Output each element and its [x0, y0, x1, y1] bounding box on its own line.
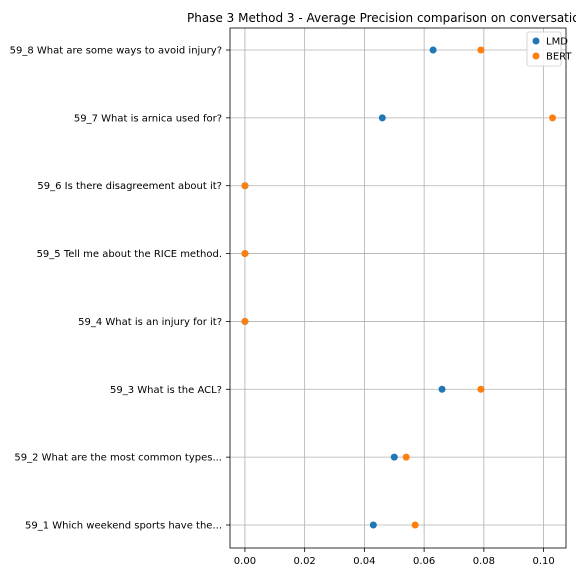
y-tick-label: 59_5 Tell me about the RICE method.: [37, 249, 222, 260]
x-tick-label: 0.02: [294, 556, 316, 567]
data-points: [241, 46, 557, 529]
point-bert-8: [477, 46, 485, 54]
point-bert-6: [241, 182, 249, 190]
point-lmd-2: [390, 453, 398, 461]
x-tick-label: 0.08: [473, 556, 495, 567]
point-bert-7: [549, 114, 557, 122]
legend-label-lmd: LMD: [546, 37, 568, 48]
point-bert-1: [411, 521, 419, 529]
y-tick-label: 59_3 What is the ACL?: [110, 385, 222, 396]
plot-frame: [229, 27, 567, 549]
legend-marker-bert: [532, 52, 540, 60]
x-axis-labels: 0.00 0.02 0.04 0.06 0.08 0.10: [234, 556, 555, 567]
point-bert-5: [241, 250, 249, 258]
point-bert-4: [241, 317, 249, 325]
legend-marker-lmd: [532, 37, 540, 45]
chart-title: Phase 3 Method 3 - Average Precision com…: [187, 11, 576, 25]
point-lmd-1: [369, 521, 377, 529]
y-tick-label: 59_7 What is arnica used for?: [74, 113, 222, 124]
legend-label-bert: BERT: [546, 52, 572, 63]
point-lmd-3: [438, 385, 446, 393]
point-bert-2: [402, 453, 410, 461]
y-tick-label: 59_6 Is there disagreement about it?: [37, 181, 222, 192]
y-tick-label: 59_8 What are some ways to avoid injury?: [10, 46, 222, 57]
grid: [226, 28, 566, 552]
y-axis-labels: 59_1 Which weekend sports have the... 59_…: [10, 46, 222, 532]
x-tick-label: 0.06: [413, 556, 435, 567]
point-lmd-7: [378, 114, 386, 122]
x-tick-label: 0.04: [353, 556, 375, 567]
x-tick-label: 0.00: [234, 556, 256, 567]
y-tick-label: 59_2 What are the most common types...: [14, 453, 222, 464]
y-tick-label: 59_4 What is an injury for it?: [78, 317, 222, 328]
legend: LMD BERT: [526, 31, 572, 67]
y-tick-label: 59_1 Which weekend sports have the...: [25, 521, 222, 532]
x-tick-label: 0.10: [532, 556, 554, 567]
point-bert-3: [477, 385, 485, 393]
point-lmd-8: [429, 46, 437, 54]
